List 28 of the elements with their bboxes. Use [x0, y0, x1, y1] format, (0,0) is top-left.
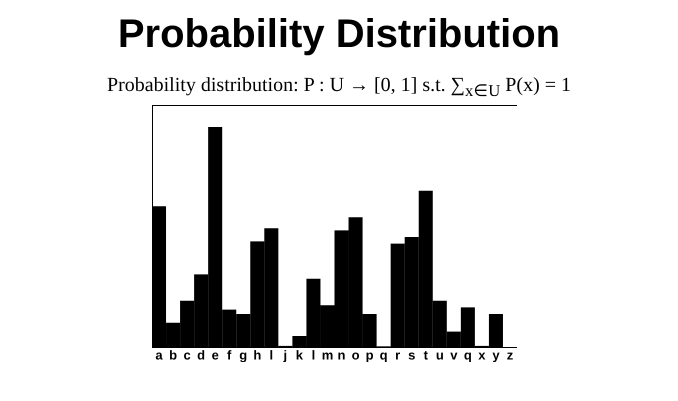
- chart-subtitle: Probability distribution: P : U → [0, 1] s.t. ∑$_{x∈U}$ P(x) = 1: [106, 74, 572, 100]
- x-tick-label: b: [169, 348, 178, 362]
- x-tick-label: y: [492, 348, 500, 362]
- x-tick-label: p: [366, 348, 374, 362]
- x-tick-label: v: [450, 348, 458, 362]
- x-tick-label: d: [197, 348, 206, 362]
- x-tick-label: c: [183, 348, 191, 362]
- x-tick-label: t: [424, 348, 429, 362]
- x-tick-label: a: [155, 348, 164, 362]
- x-tick-label: x: [478, 348, 486, 362]
- x-tick-label: u: [436, 348, 444, 362]
- x-tick-label: s: [408, 348, 416, 362]
- x-tick-label: f: [227, 348, 232, 362]
- x-tick-label: j: [282, 348, 288, 362]
- x-tick-label: e: [212, 348, 219, 362]
- x-tick-label: o: [352, 348, 360, 362]
- x-tick-label: m: [322, 348, 334, 362]
- x-tick-label: n: [338, 348, 346, 362]
- x-tick-label: k: [296, 348, 304, 362]
- x-tick-label: h: [253, 348, 262, 362]
- x-tick-label: l: [312, 348, 316, 362]
- x-tick-label: r: [395, 348, 400, 362]
- x-tick-label: z: [506, 348, 514, 362]
- x-tick-label: g: [239, 348, 248, 362]
- x-tick-label: l: [270, 348, 274, 362]
- chart-title: Probability Distribution: [116, 12, 562, 58]
- x-tick-label: q: [464, 348, 472, 362]
- x-tick-label: q: [380, 348, 388, 362]
